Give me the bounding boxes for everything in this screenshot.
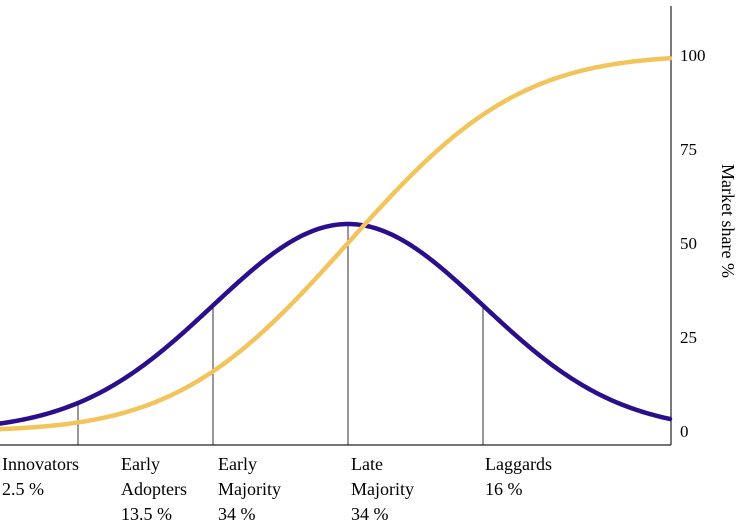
segment-label-line: 2.5 % [2,479,44,499]
segment-label-line: Early [218,454,257,474]
segment-label: Late Majority 34 % [351,452,414,527]
segment-label: Early Majority 34 % [218,452,281,527]
segment-label-line: Majority [218,479,281,499]
y-axis-title: Market share % [718,164,738,278]
segment-label-line: Early [121,454,160,474]
y-tick-label: 75 [680,140,697,159]
cumulative-adoption-curve [0,55,673,432]
y-tick-label: 25 [680,328,697,347]
segment-label: Laggards 16 % [485,452,552,502]
segment-dividers [77,224,484,445]
segment-label-line: 13.5 % [121,504,172,524]
segment-label-line: Laggards [485,454,552,474]
segment-label-line: 34 % [351,504,389,524]
segment-label-line: Innovators [2,454,79,474]
segment-label-line: 16 % [485,479,523,499]
y-axis-ticks: 0 25 50 75 100 [680,46,706,441]
segment-label: Innovators 2.5 % [2,452,79,502]
segment-label-line: 34 % [218,504,256,524]
segment-label: Early Adopters 13.5 % [121,452,187,527]
segment-label-line: Late [351,454,383,474]
segment-label-line: Majority [351,479,414,499]
y-tick-label: 100 [680,46,706,65]
segment-label-line: Adopters [121,479,187,499]
y-tick-label: 50 [680,234,697,253]
adoption-rate-curve [0,221,673,426]
y-tick-label: 0 [680,422,689,441]
